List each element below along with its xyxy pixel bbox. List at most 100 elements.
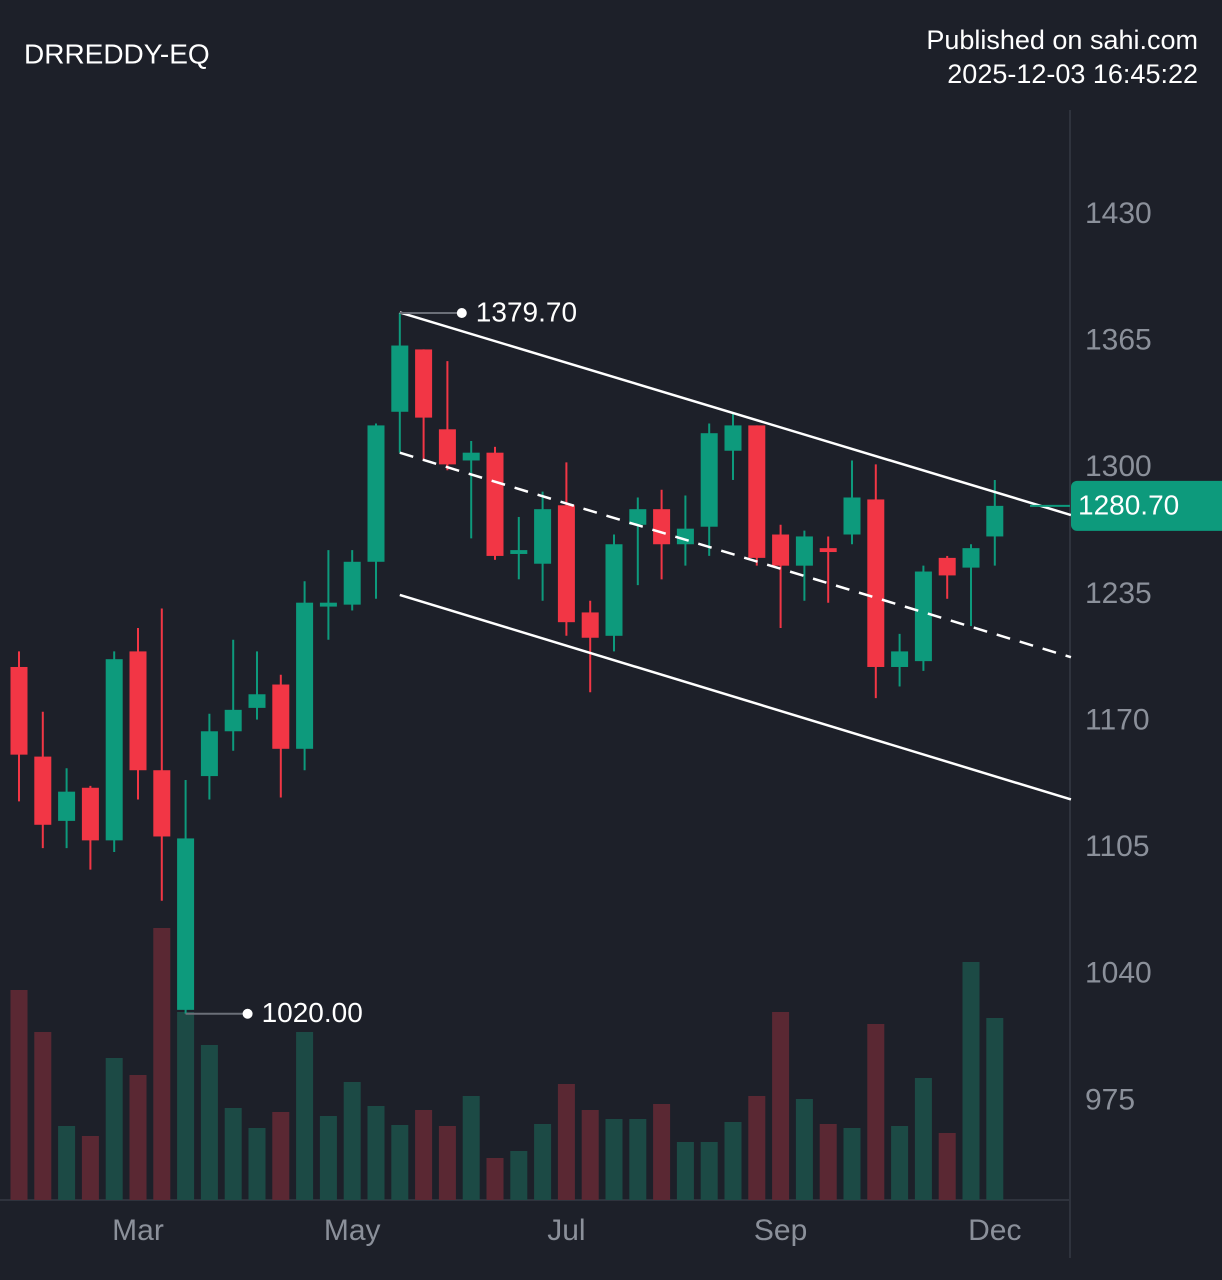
volume-bar [795, 1099, 813, 1200]
volume-bar [676, 1142, 694, 1200]
volume-bar [81, 1136, 99, 1200]
candle-body [629, 509, 647, 525]
candle-body [676, 528, 694, 545]
trend-line [399, 593, 1072, 801]
candle-body [438, 429, 456, 465]
candle-body [938, 557, 956, 576]
volume-bar [843, 1128, 861, 1200]
volume-bar [748, 1096, 766, 1200]
candle-body [224, 709, 242, 732]
last-price-label: 1280.70 [1078, 489, 1179, 520]
candle-body [462, 452, 480, 461]
trend-line [399, 311, 1072, 517]
candle-body [581, 612, 599, 638]
candle-body [605, 544, 623, 636]
volume-bar [10, 990, 28, 1200]
candle-body [58, 791, 76, 821]
candle-body [415, 349, 433, 418]
volume-bar [819, 1124, 837, 1200]
candle-body [272, 684, 290, 749]
last-price-tag [1071, 480, 1222, 531]
candle-body [343, 561, 361, 605]
price-annotation: 1020.00 [262, 997, 363, 1028]
volume-bar [914, 1078, 932, 1200]
volume-bar [891, 1126, 909, 1200]
x-tick-label: Sep [754, 1214, 807, 1247]
x-tick-label: Mar [112, 1214, 164, 1247]
volume-bar [248, 1128, 266, 1200]
chart-title: DRREDDY-EQ [24, 38, 210, 69]
candle-body [510, 550, 528, 554]
candle-body [653, 509, 671, 545]
candle-body [10, 666, 28, 755]
volume-bar [391, 1125, 409, 1200]
volume-bar [129, 1075, 147, 1200]
candle-body [153, 770, 171, 837]
volume-bar [772, 1012, 790, 1200]
volume-bar [272, 1112, 290, 1200]
y-tick-label: 1105 [1085, 830, 1150, 863]
volume-bar [629, 1119, 647, 1200]
candle-body [34, 756, 52, 825]
candle-body [867, 499, 885, 667]
y-tick-label: 1040 [1085, 957, 1152, 990]
label-dot [242, 1008, 253, 1019]
candle-body [200, 731, 218, 777]
volume-bar [367, 1106, 385, 1200]
x-tick-label: Jul [547, 1214, 585, 1247]
y-tick-label: 1170 [1085, 703, 1150, 736]
candle-body [557, 505, 575, 623]
y-tick-label: 1235 [1085, 577, 1152, 610]
candle-body [891, 651, 909, 667]
y-tick-label: 1430 [1085, 197, 1152, 230]
volume-bar [962, 962, 980, 1200]
volume-bar [58, 1126, 76, 1200]
volume-bar [605, 1119, 623, 1200]
candle-body [986, 505, 1004, 537]
candle-body [391, 345, 409, 412]
volume-bar [938, 1133, 956, 1200]
candle-body [700, 433, 718, 527]
candle-body [486, 452, 504, 556]
candle-body [962, 548, 980, 568]
candle-body [367, 425, 385, 562]
volume-bar [415, 1110, 433, 1200]
candle-body [843, 497, 861, 535]
candle-body [724, 425, 742, 451]
candle-body [177, 838, 195, 1010]
candle-body [105, 659, 123, 841]
y-tick-label: 975 [1085, 1083, 1135, 1116]
candle-body [534, 509, 552, 564]
y-tick-label: 1300 [1085, 450, 1152, 483]
candle-body [914, 571, 932, 662]
timestamp: 2025-12-03 16:45:22 [947, 59, 1198, 89]
volume-bar [34, 1032, 52, 1200]
volume-bar [438, 1126, 456, 1200]
price-annotation: 1379.70 [476, 296, 577, 327]
candle-body [296, 602, 314, 749]
candle-body [748, 425, 766, 558]
candle-body [81, 787, 99, 841]
volume-bar [581, 1110, 599, 1200]
volume-bar [510, 1151, 528, 1200]
volume-bar [462, 1096, 480, 1200]
volume-bar [557, 1084, 575, 1200]
volume-bar [986, 1018, 1004, 1200]
volume-bar [177, 1012, 195, 1200]
x-tick-label: May [324, 1214, 381, 1247]
candle-body [129, 651, 147, 771]
y-tick-label: 1365 [1085, 324, 1152, 357]
candle-body [319, 602, 337, 607]
label-dot [456, 307, 467, 318]
volume-bar [319, 1116, 337, 1200]
volume-bar [296, 1032, 314, 1200]
volume-bar [153, 928, 171, 1200]
candle-body [795, 536, 813, 566]
volume-bar [486, 1158, 504, 1200]
volume-bar [653, 1104, 671, 1200]
candle-body [819, 548, 837, 553]
volume-bar [224, 1108, 242, 1200]
trend-line [399, 451, 1072, 659]
